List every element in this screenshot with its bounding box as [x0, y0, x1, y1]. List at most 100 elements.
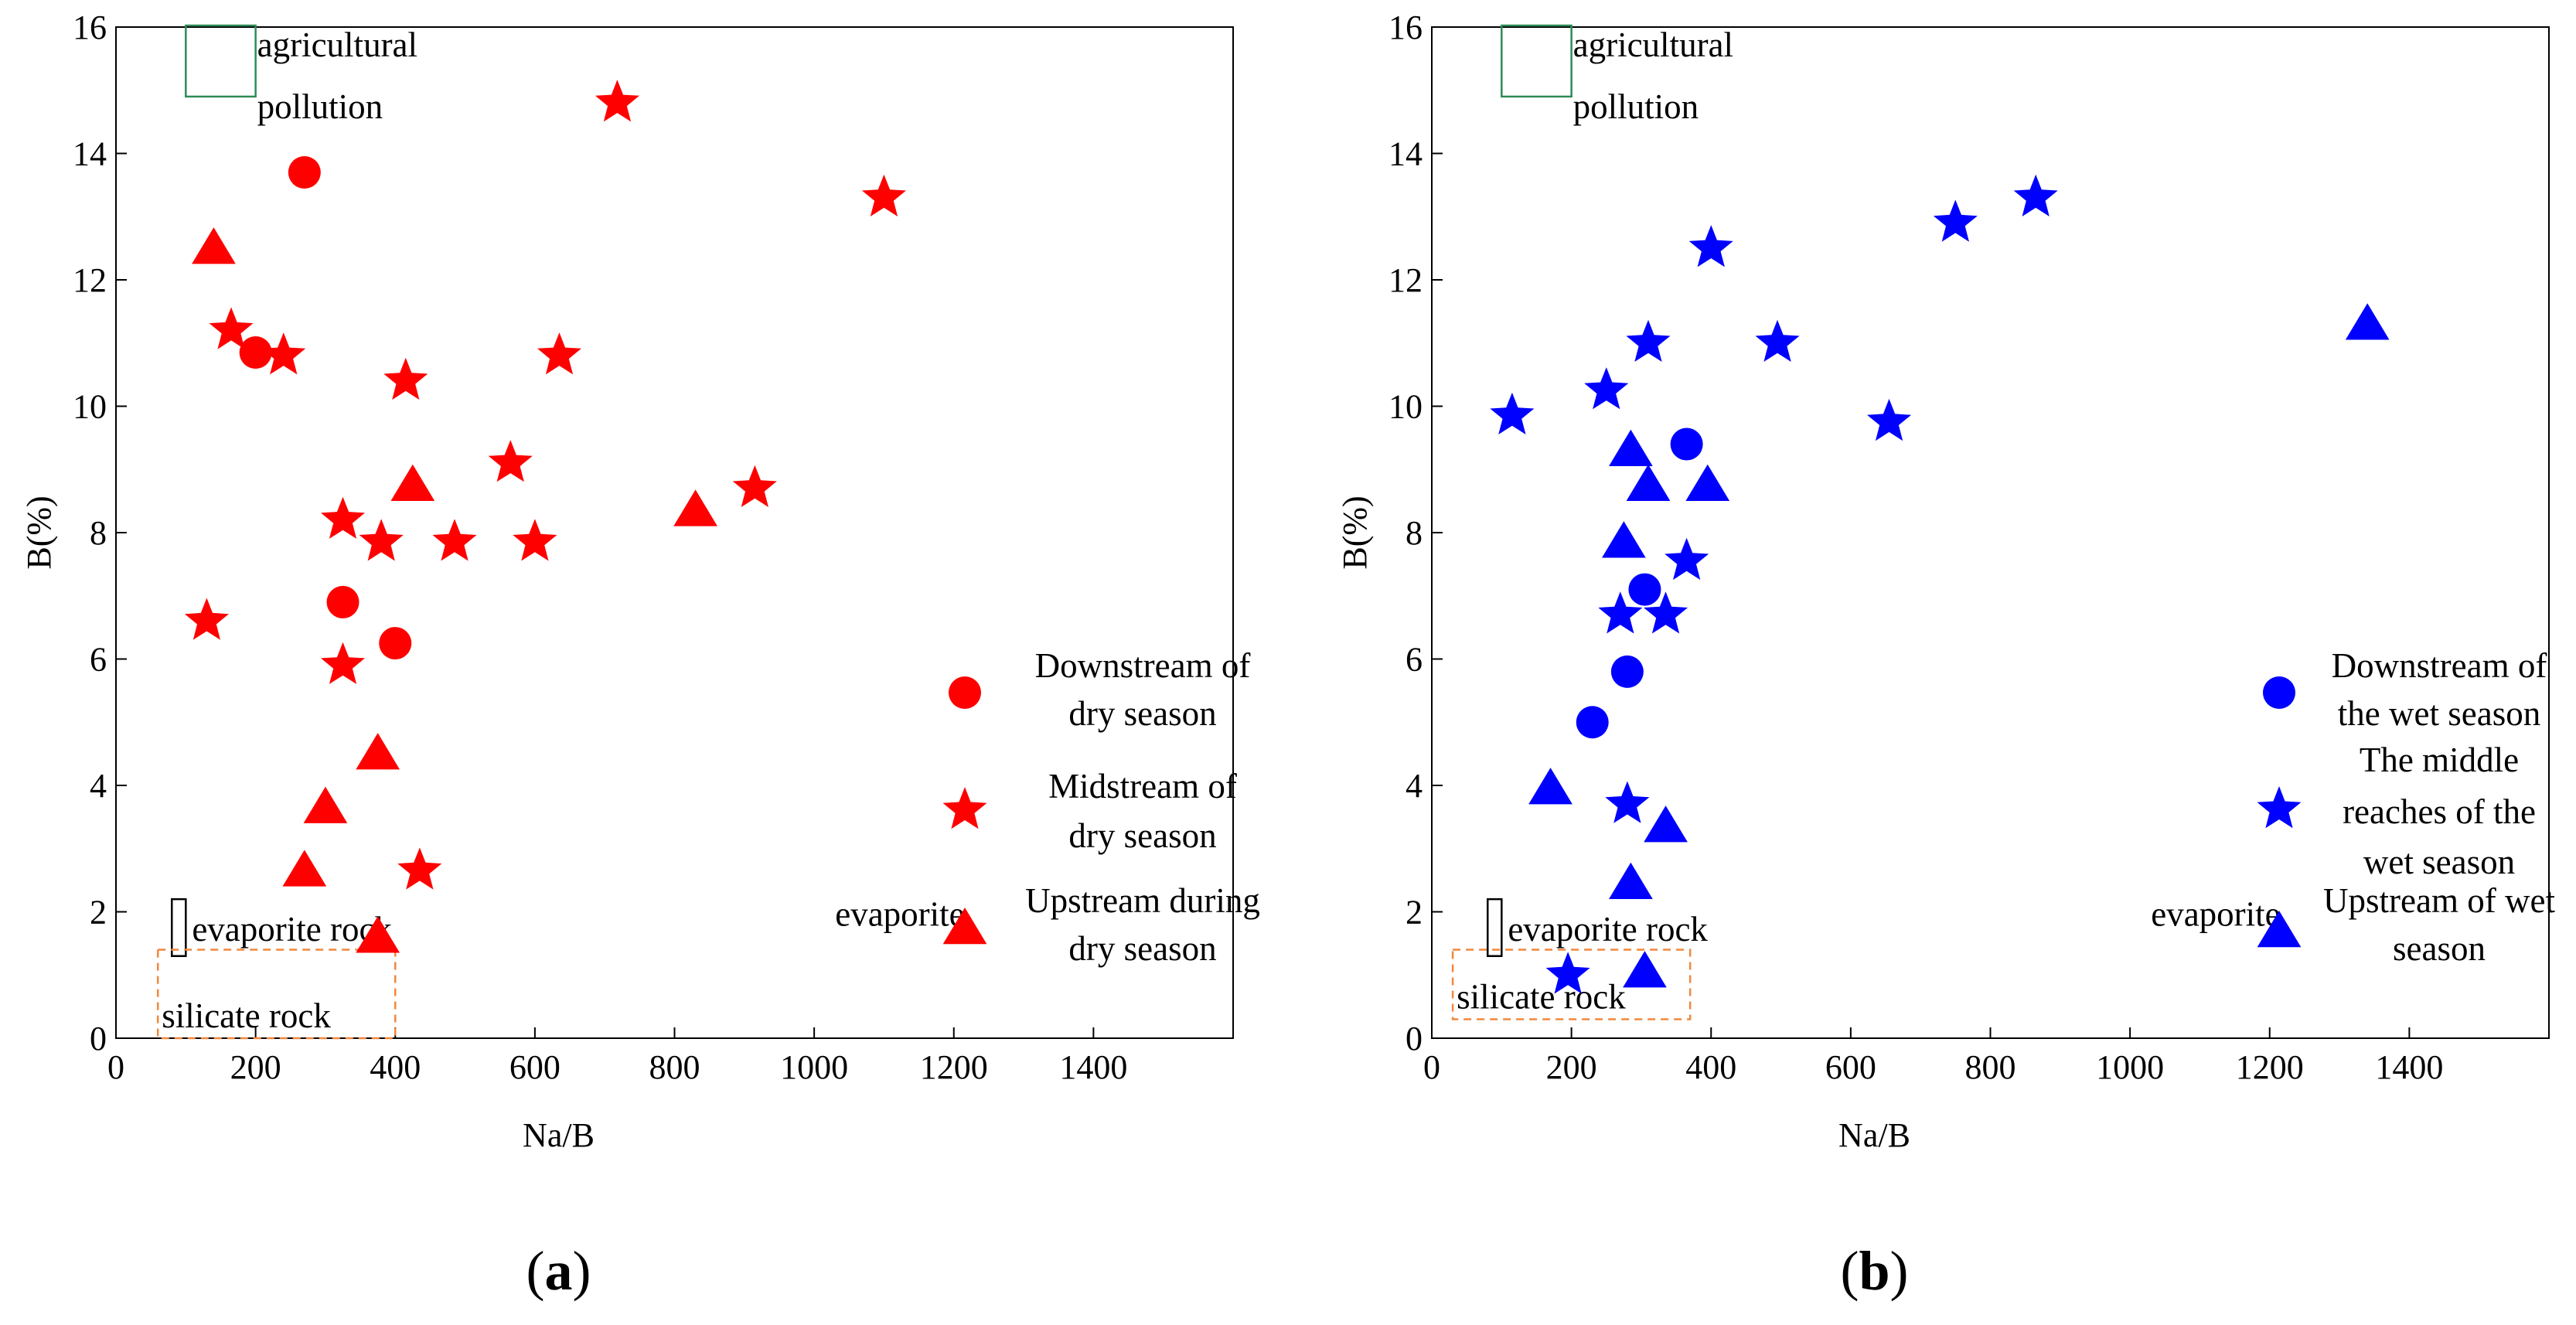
data-point-triangle	[1609, 862, 1653, 899]
y-tick-label: 12	[1389, 261, 1423, 299]
x-axis-label: Na/B	[1838, 1116, 1910, 1154]
legend-symbol-circle	[949, 676, 981, 709]
chart-panel-a: 0 200 400 600 800 1000 1200 1400 0 2 4 6 8 10 12 14 16 Na…	[20, 9, 1260, 1302]
region-label: silicate rock	[1457, 977, 1626, 1016]
series-triangle	[1528, 303, 2390, 988]
series-star	[1490, 174, 2058, 994]
legend-label: Midstream of	[1048, 767, 1237, 806]
x-tick-label: 200	[1546, 1048, 1597, 1086]
data-point-star	[1644, 591, 1688, 634]
legend-label: dry season	[1068, 694, 1216, 733]
chart-panel-b: 0 200 400 600 800 1000 1200 1400 0 2 4 6 8 10 12 14 16 Na…	[1336, 9, 2555, 1302]
series-circle	[239, 156, 412, 660]
data-point-star	[321, 496, 365, 539]
legend-label: the wet season	[2338, 694, 2540, 733]
data-point-circle	[1610, 655, 1644, 688]
data-point-circle	[1576, 706, 1609, 739]
x-tick-label: 1200	[2236, 1048, 2304, 1086]
y-tick-label: 16	[1389, 9, 1423, 46]
legend-label: Upstream during	[1025, 881, 1260, 920]
y-tick-label: 2	[1406, 894, 1423, 932]
legend-label: dry season	[1068, 929, 1216, 968]
data-point-circle	[1628, 573, 1661, 606]
legend-label: dry season	[1068, 816, 1216, 855]
data-point-triangle	[673, 489, 717, 526]
data-point-star	[184, 598, 229, 640]
data-point-triangle	[1609, 429, 1653, 466]
legend-label: wet season	[2363, 843, 2515, 881]
legend-symbol-triangle	[2257, 911, 2302, 948]
data-point-star	[1933, 199, 1978, 242]
legend-label: Upstream of wet	[2323, 881, 2555, 920]
region-label: evaporite rock	[192, 910, 392, 949]
x-tick-label: 1400	[1059, 1048, 1127, 1086]
region-label: pollution	[257, 87, 383, 126]
y-tick-label: 16	[73, 9, 107, 46]
y-axis-label: B(%)	[1336, 496, 1374, 569]
data-point-triangle	[1602, 521, 1646, 558]
data-point-star	[1490, 392, 1535, 434]
x-tick-label: 0	[107, 1048, 124, 1086]
region-box	[156, 949, 397, 1040]
data-point-triangle	[390, 464, 435, 501]
y-tick-label: 2	[90, 894, 107, 932]
y-tick-label: 6	[90, 641, 107, 679]
region-box	[171, 898, 187, 957]
data-point-star	[397, 847, 442, 890]
data-point-triangle	[1644, 806, 1688, 843]
data-point-triangle	[356, 733, 400, 770]
series-circle	[1576, 427, 1703, 739]
x-tick-label: 1000	[2096, 1048, 2164, 1086]
x-tick-label: 800	[649, 1048, 700, 1086]
data-point-circle	[326, 585, 359, 618]
data-point-triangle	[1626, 464, 1671, 501]
data-point-star	[1545, 952, 1590, 994]
y-tick-label: 14	[1389, 135, 1423, 173]
annotation-label: evaporite	[2151, 895, 2280, 934]
data-point-star	[209, 307, 254, 349]
y-tick-label: 0	[90, 1020, 107, 1058]
data-point-triangle	[1528, 768, 1573, 805]
panel-letter: b	[1859, 1240, 1889, 1302]
region-box	[1451, 949, 1692, 1020]
data-point-triangle	[192, 227, 236, 264]
panel-letter: a	[545, 1240, 573, 1302]
y-tick-label: 4	[90, 767, 107, 805]
x-tick-label: 1000	[780, 1048, 848, 1086]
y-tick-label: 8	[90, 514, 107, 552]
data-point-circle	[288, 156, 321, 189]
x-tick-label: 600	[1825, 1048, 1876, 1086]
region-box	[185, 24, 257, 98]
data-point-triangle	[282, 850, 327, 887]
data-point-circle	[1670, 427, 1703, 461]
legend-label: Downstream of	[2332, 646, 2547, 685]
x-tick-label: 400	[370, 1048, 421, 1086]
data-point-triangle	[1623, 951, 1667, 988]
x-tick-label: 800	[1965, 1048, 2016, 1086]
region-label: pollution	[1573, 87, 1699, 126]
y-tick-label: 10	[1389, 388, 1423, 426]
data-point-triangle	[356, 916, 400, 953]
series-triangle	[192, 227, 717, 953]
data-point-circle	[239, 336, 272, 370]
panel-label: (a)	[526, 1240, 591, 1302]
x-axis-label: Na/B	[523, 1116, 595, 1154]
region-label: agricultural	[1573, 26, 1733, 64]
legend-label: Downstream of	[1035, 646, 1251, 685]
legend-label: reaches of the	[2343, 792, 2536, 831]
data-point-star	[1605, 781, 1650, 823]
region-label: agricultural	[257, 26, 417, 64]
data-point-star	[261, 332, 306, 375]
data-point-star	[432, 519, 477, 561]
x-tick-label: 0	[1423, 1048, 1440, 1086]
data-point-star	[732, 465, 777, 507]
y-tick-label: 0	[1406, 1020, 1423, 1058]
legend-label: season	[2393, 929, 2486, 968]
data-point-star	[1584, 367, 1629, 410]
data-point-triangle	[2345, 303, 2390, 340]
y-tick-label: 10	[73, 388, 107, 426]
data-point-star	[488, 440, 533, 482]
x-tick-label: 400	[1685, 1048, 1736, 1086]
y-tick-label: 8	[1406, 514, 1423, 552]
